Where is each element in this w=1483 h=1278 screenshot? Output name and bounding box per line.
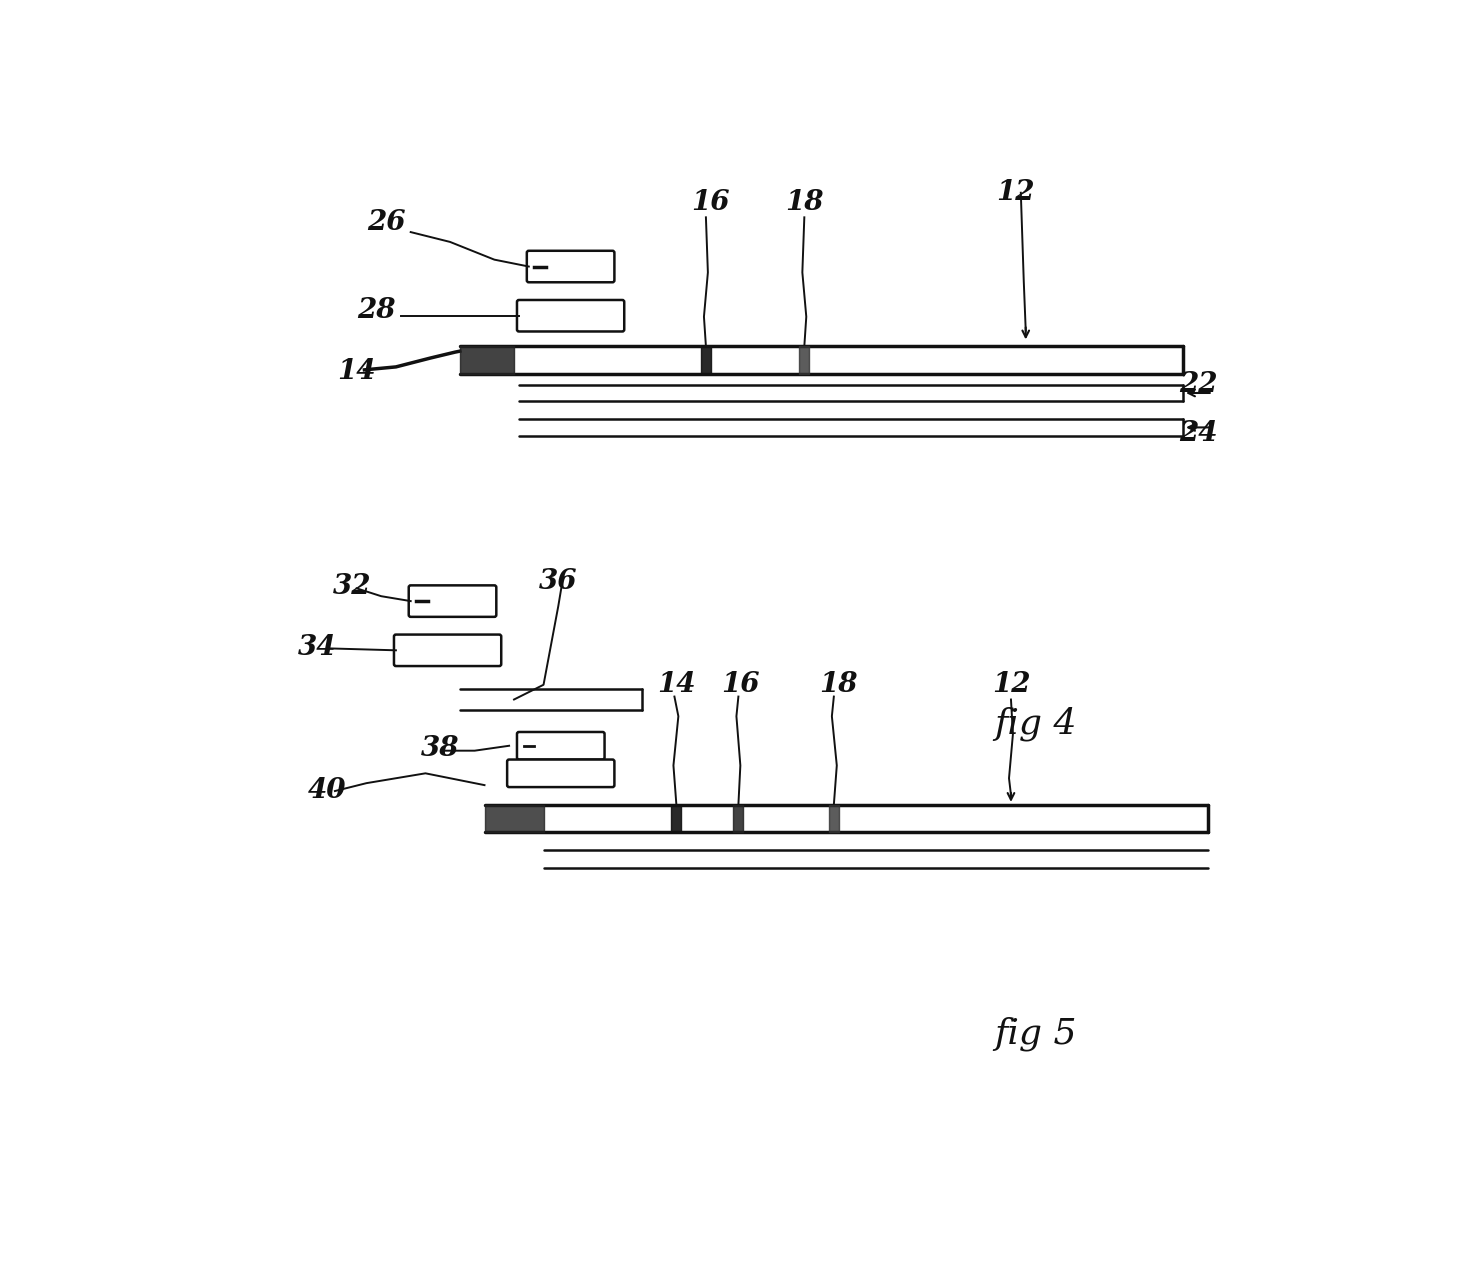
- Text: 14: 14: [337, 358, 375, 386]
- Text: 16: 16: [721, 671, 759, 698]
- Text: 14: 14: [657, 671, 696, 698]
- FancyBboxPatch shape: [518, 732, 605, 759]
- Text: 18: 18: [785, 189, 823, 216]
- Text: 26: 26: [366, 208, 405, 235]
- FancyBboxPatch shape: [507, 759, 614, 787]
- Text: 22: 22: [1179, 371, 1218, 399]
- Text: 32: 32: [332, 573, 371, 599]
- FancyBboxPatch shape: [526, 250, 614, 282]
- Text: 28: 28: [357, 298, 396, 325]
- Text: 36: 36: [538, 567, 577, 596]
- Text: 12: 12: [997, 179, 1035, 206]
- FancyBboxPatch shape: [394, 635, 501, 666]
- Text: 40: 40: [308, 777, 347, 804]
- FancyBboxPatch shape: [409, 585, 497, 617]
- Text: fig 4: fig 4: [994, 707, 1077, 741]
- Text: 34: 34: [298, 634, 337, 661]
- Text: 18: 18: [820, 671, 859, 698]
- Text: 38: 38: [421, 735, 460, 762]
- Text: 16: 16: [691, 189, 730, 216]
- FancyBboxPatch shape: [518, 300, 624, 331]
- Text: 12: 12: [992, 671, 1031, 698]
- Text: fig 5: fig 5: [994, 1017, 1077, 1052]
- Text: 24: 24: [1179, 420, 1218, 447]
